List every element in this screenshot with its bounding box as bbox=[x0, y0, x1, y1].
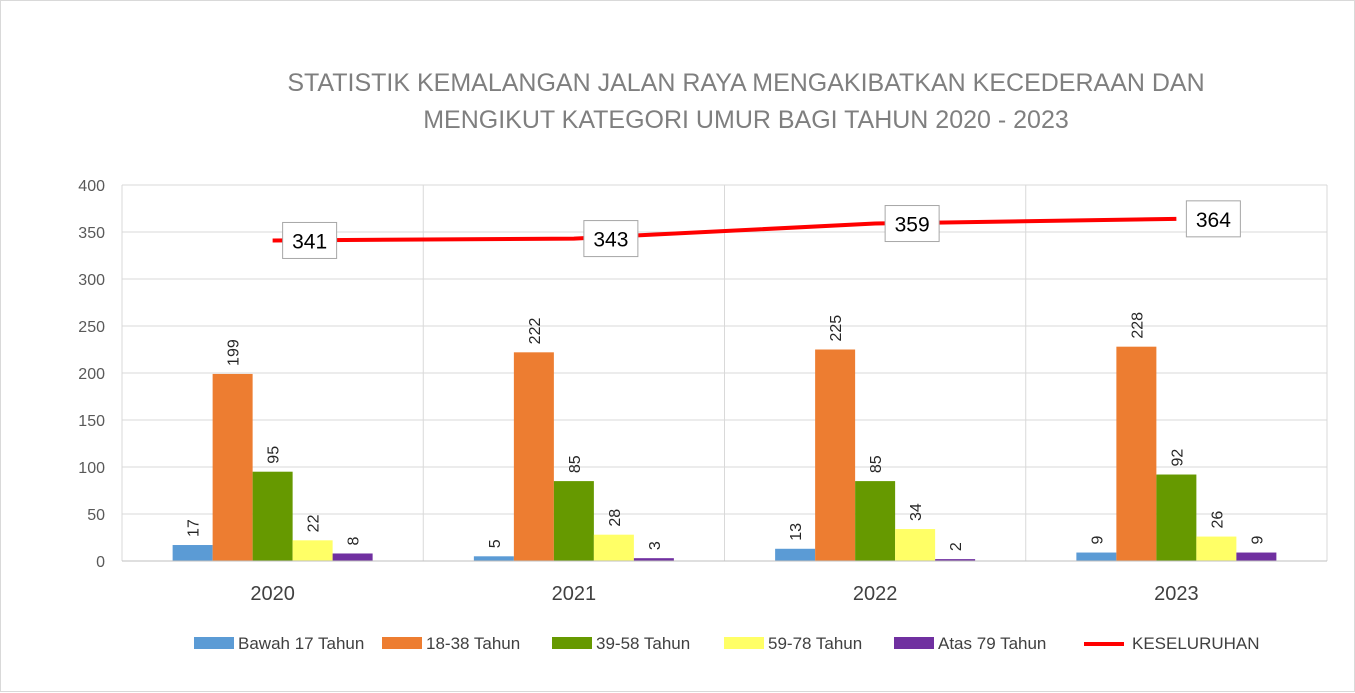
bar bbox=[292, 540, 333, 561]
bar bbox=[815, 349, 856, 561]
total-line-group: 341 343 359 364 bbox=[272, 200, 1241, 259]
bar bbox=[212, 373, 253, 561]
bar-data-label: 26 bbox=[1209, 511, 1226, 529]
y-axis: 0 50 100 150 200 250 300 350 400 bbox=[78, 178, 105, 571]
gridlines bbox=[121, 184, 1328, 562]
bar bbox=[895, 529, 936, 561]
y-tick-label: 100 bbox=[78, 460, 105, 477]
bar-data-label: 9 bbox=[1089, 536, 1106, 545]
total-line bbox=[272, 216, 1177, 243]
chart-title-line-1: STATISTIK KEMALANGAN JALAN RAYA MENGAKIB… bbox=[287, 69, 1204, 97]
bar-data-label: 199 bbox=[226, 339, 243, 366]
legend-label: Bawah 17 Tahun bbox=[238, 634, 364, 653]
bar bbox=[775, 548, 816, 561]
y-tick-label: 300 bbox=[78, 272, 105, 289]
legend-label: 59-78 Tahun bbox=[768, 634, 862, 653]
x-tick-label: 2021 bbox=[552, 583, 597, 605]
bar bbox=[593, 534, 634, 561]
bar-data-label: 28 bbox=[607, 509, 624, 527]
bar bbox=[553, 481, 594, 561]
legend-label: KESELURUHAN bbox=[1132, 634, 1260, 653]
bar-data-label: 228 bbox=[1129, 312, 1146, 339]
y-tick-label: 400 bbox=[78, 178, 105, 195]
bar bbox=[252, 471, 293, 561]
x-tick-label: 2023 bbox=[1154, 583, 1199, 605]
bar-data-label: 85 bbox=[567, 455, 584, 473]
x-tick-label: 2022 bbox=[853, 583, 898, 605]
bar-data-label: 8 bbox=[346, 536, 363, 545]
chart-title-line-2: MENGIKUT KATEGORI UMUR BAGI TAHUN 2020 -… bbox=[423, 106, 1069, 134]
bar bbox=[633, 558, 674, 561]
legend-label: 39-58 Tahun bbox=[596, 634, 690, 653]
y-tick-label: 150 bbox=[78, 413, 105, 430]
x-tick-label: 2020 bbox=[250, 583, 295, 605]
y-tick-label: 250 bbox=[78, 319, 105, 336]
bar-data-label: 5 bbox=[487, 539, 504, 548]
bar bbox=[332, 553, 373, 561]
bar bbox=[855, 481, 896, 561]
legend-swatch bbox=[894, 637, 934, 649]
bar bbox=[473, 556, 514, 561]
y-tick-label: 50 bbox=[87, 507, 105, 524]
bar bbox=[1156, 474, 1197, 561]
bar bbox=[1076, 552, 1117, 561]
y-tick-label: 200 bbox=[78, 366, 105, 383]
bar-data-label: 85 bbox=[868, 455, 885, 473]
bar-data-label: 222 bbox=[527, 318, 544, 345]
total-data-label: 341 bbox=[292, 230, 327, 253]
bar bbox=[513, 352, 554, 561]
bar-data-label: 13 bbox=[788, 523, 805, 541]
legend-swatch bbox=[382, 637, 422, 649]
legend-label: 18-38 Tahun bbox=[426, 634, 520, 653]
total-label-box bbox=[884, 205, 940, 243]
total-label-box bbox=[583, 220, 639, 258]
legend: Bawah 17 Tahun 18-38 Tahun 39-58 Tahun 59-7… bbox=[194, 634, 1260, 653]
bar bbox=[1236, 552, 1277, 561]
legend-swatch bbox=[724, 637, 764, 649]
y-tick-label: 350 bbox=[78, 225, 105, 242]
bar-data-label: 92 bbox=[1169, 449, 1186, 467]
bar-data-label: 34 bbox=[908, 503, 925, 521]
x-axis: 2020 2021 2022 2023 bbox=[122, 560, 1327, 605]
total-label-box bbox=[282, 221, 338, 259]
legend-swatch bbox=[552, 637, 592, 649]
bar-data-label: 225 bbox=[828, 315, 845, 342]
total-data-label: 364 bbox=[1196, 209, 1231, 232]
total-label-box bbox=[1185, 200, 1241, 238]
bar-data-label: 22 bbox=[306, 514, 323, 532]
total-data-label: 359 bbox=[895, 214, 930, 237]
y-tick-label: 0 bbox=[96, 554, 105, 571]
bar bbox=[1116, 346, 1157, 561]
bar-data-label: 3 bbox=[647, 541, 664, 550]
bar-data-label: 17 bbox=[186, 519, 203, 537]
total-data-label: 343 bbox=[593, 229, 628, 252]
bar bbox=[172, 545, 213, 561]
legend-label: Atas 79 Tahun bbox=[938, 634, 1046, 653]
bar-data-label: 95 bbox=[266, 446, 283, 464]
bar bbox=[935, 559, 976, 561]
legend-swatch bbox=[194, 637, 234, 649]
bar bbox=[1196, 536, 1237, 561]
bar-data-label: 2 bbox=[948, 542, 965, 551]
bar-data-label: 9 bbox=[1249, 536, 1266, 545]
